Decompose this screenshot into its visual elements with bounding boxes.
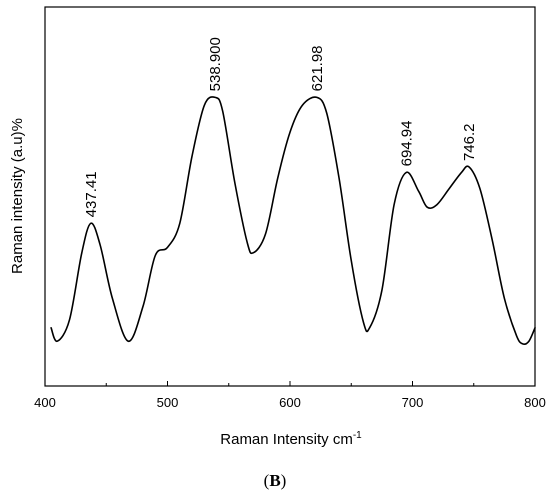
- peak-label-0: 437.41: [83, 171, 100, 217]
- x-axis-title: Raman Intensity cm-1: [220, 430, 362, 448]
- x-tick-label-800: 800: [524, 395, 546, 410]
- panel-letter: B: [269, 471, 281, 490]
- x-tick-label-500: 500: [157, 395, 179, 410]
- peak-label-4: 746.2: [461, 123, 478, 161]
- peak-label-1: 538.900: [207, 37, 224, 91]
- x-tick-label-700: 700: [402, 395, 424, 410]
- x-axis-unit-superscript: -1: [353, 430, 362, 441]
- peak-label-3: 694.94: [398, 121, 415, 167]
- peak-labels: 437.41 538.900 621.98 694.94 746.2: [83, 37, 478, 217]
- peak-label-2: 621.98: [309, 45, 326, 91]
- x-axis-ticks: [44, 381, 536, 386]
- x-axis-tick-labels: 400 500 600 700 800: [34, 395, 546, 410]
- x-tick-label-400: 400: [34, 395, 56, 410]
- plot-frame: [44, 6, 536, 387]
- x-tick-label-600: 600: [279, 395, 301, 410]
- raman-spectrum-line: [50, 96, 536, 346]
- raman-chart: 400 500 600 700 800 437.41 538.900 621.98 694.9…: [9, 6, 546, 448]
- panel-label: (B): [263, 471, 287, 490]
- y-axis-title: Raman intensity (a.u)%: [9, 118, 26, 274]
